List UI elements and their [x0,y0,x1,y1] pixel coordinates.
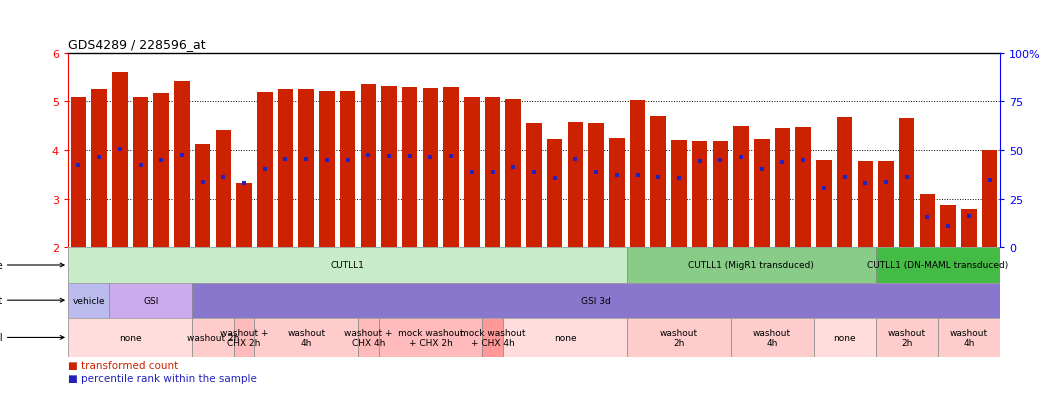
Text: washout
4h: washout 4h [950,328,988,347]
Text: washout
2h: washout 2h [888,328,926,347]
Text: ■ percentile rank within the sample: ■ percentile rank within the sample [68,373,257,383]
Bar [381,87,397,248]
Text: CUTLL1 (DN-MAML transduced): CUTLL1 (DN-MAML transduced) [867,261,1008,270]
Bar [567,123,583,248]
Bar [814,318,875,357]
Bar [961,210,977,248]
Bar [68,283,110,318]
Bar [443,88,459,248]
Bar [233,318,254,357]
Bar [110,283,193,318]
Bar [68,248,627,283]
Bar [257,93,272,248]
Text: washout 2h: washout 2h [186,333,239,342]
Bar [837,118,852,248]
Text: vehicle: vehicle [72,296,105,305]
Text: CUTLL1: CUTLL1 [331,261,364,270]
Bar [938,318,1000,357]
Bar [627,248,875,283]
Bar [237,183,252,248]
Bar [503,318,627,357]
Text: washout
4h: washout 4h [287,328,326,347]
Text: none: none [833,333,855,342]
Text: ■ transformed count: ■ transformed count [68,361,178,370]
Bar [174,82,190,248]
Bar [629,101,645,248]
Bar [650,117,666,248]
Bar [195,145,210,248]
Bar [464,97,480,248]
Bar [857,161,873,248]
Bar [360,85,376,248]
Bar [919,195,935,248]
Bar [506,100,521,248]
Bar [423,89,439,248]
Bar [609,139,625,248]
Bar [627,318,731,357]
Bar [340,92,355,248]
Text: mock washout
+ CHX 2h: mock washout + CHX 2h [398,328,463,347]
Bar [878,161,894,248]
Bar [899,119,914,248]
Text: protocol: protocol [0,332,3,343]
Text: washout +
CHX 4h: washout + CHX 4h [344,328,393,347]
Bar [796,128,811,248]
Bar [483,318,503,357]
Bar [733,126,749,248]
Bar [193,318,233,357]
Bar [671,141,687,248]
Bar [692,142,708,248]
Bar [775,129,790,248]
Bar [68,318,193,357]
Text: agent: agent [0,295,3,306]
Text: washout
2h: washout 2h [660,328,698,347]
Text: CUTLL1 (MigR1 transduced): CUTLL1 (MigR1 transduced) [689,261,815,270]
Text: washout
4h: washout 4h [753,328,792,347]
Bar [358,318,379,357]
Bar [133,97,149,248]
Text: washout +
CHX 2h: washout + CHX 2h [220,328,268,347]
Text: GSI: GSI [143,296,158,305]
Bar [154,93,169,248]
Text: GDS4289 / 228596_at: GDS4289 / 228596_at [68,38,205,51]
Bar [527,124,541,248]
Text: none: none [119,333,141,342]
Bar [319,92,335,248]
Text: GSI 3d: GSI 3d [581,296,611,305]
Bar [982,151,998,248]
Bar [91,90,107,248]
Bar [713,142,728,248]
Bar [816,161,831,248]
Text: none: none [554,333,576,342]
Bar [754,140,770,248]
Bar [216,131,231,248]
Bar [875,318,938,357]
Bar [254,318,358,357]
Bar [731,318,814,357]
Bar [940,205,956,248]
Bar [875,248,1000,283]
Text: cell line: cell line [0,260,3,271]
Text: mock washout
+ CHX 4h: mock washout + CHX 4h [460,328,526,347]
Bar [112,73,128,248]
Bar [547,140,562,248]
Bar [485,97,500,248]
Bar [193,283,1000,318]
Bar [70,97,86,248]
Bar [402,88,418,248]
Bar [277,90,293,248]
Bar [298,90,314,248]
Bar [379,318,483,357]
Bar [588,124,604,248]
